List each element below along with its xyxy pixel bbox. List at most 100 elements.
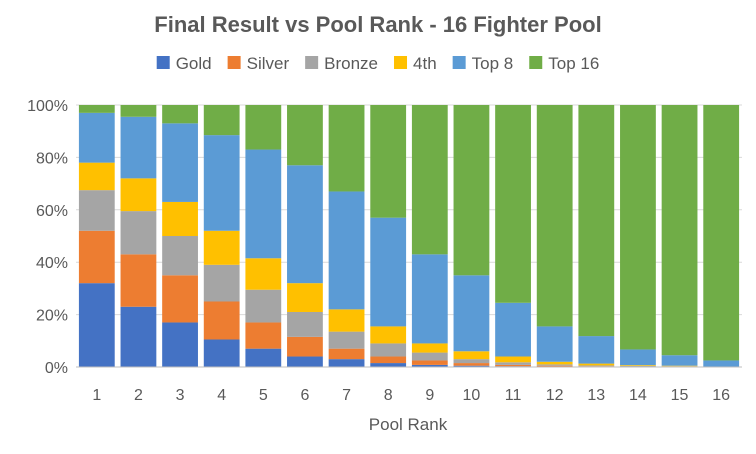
bar-segment-bronze xyxy=(536,364,573,366)
bar-segment-top-16 xyxy=(78,105,115,113)
bar-segment-bronze xyxy=(78,190,115,231)
legend-label: Bronze xyxy=(324,54,378,73)
bar-segment-gold xyxy=(411,364,448,367)
bar-segment-gold xyxy=(162,322,198,367)
x-tick-label: 1 xyxy=(92,387,101,404)
bar-segment-silver xyxy=(536,365,573,367)
bar-segment-4th xyxy=(370,326,407,344)
legend-label: Gold xyxy=(176,54,212,73)
bar-segment-4th xyxy=(536,361,573,365)
x-tick-label: 8 xyxy=(384,387,393,404)
bar-segment-bronze xyxy=(620,365,656,367)
bar-segment-4th xyxy=(328,309,365,332)
x-axis-ticks: 1 2 3 4 5 6 7 8 9 10 11 12 13 14 15 16 xyxy=(92,387,730,404)
bar-segment-4th xyxy=(287,283,323,312)
bar-segment-bronze xyxy=(203,264,240,302)
bar-segment-top-16 xyxy=(245,105,282,150)
bar-segment-bronze xyxy=(245,289,282,323)
x-tick-label: 7 xyxy=(342,387,351,404)
legend-swatch xyxy=(529,56,543,69)
bar-segment-top-8 xyxy=(287,165,323,284)
legend-label: Top 16 xyxy=(548,54,599,73)
legend-swatch xyxy=(452,56,466,69)
legend-swatch xyxy=(227,56,241,69)
bar-segment-bronze xyxy=(453,359,490,364)
bar-segment-4th xyxy=(661,365,698,367)
bar-segment-top-8 xyxy=(370,217,407,327)
bar-segment-top-16 xyxy=(661,105,698,356)
bar-segment-silver xyxy=(245,322,282,349)
bar-segment-silver xyxy=(495,364,531,367)
bar-segment-gold xyxy=(453,365,490,367)
x-tick-label: 6 xyxy=(300,387,309,404)
x-tick-label: 2 xyxy=(134,387,143,404)
y-tick-label: 80% xyxy=(36,150,68,167)
legend-label: 4th xyxy=(413,54,437,73)
bar-segment-top-8 xyxy=(578,336,615,364)
legend: Gold Silver Bronze 4th Top 8 Top 16 xyxy=(156,54,599,73)
x-axis-label: Pool Rank xyxy=(369,415,448,434)
bar-segment-top-8 xyxy=(162,123,198,202)
bar-segment-silver xyxy=(78,230,115,284)
bar-segment-bronze xyxy=(120,211,157,255)
bar-segment-top-16 xyxy=(203,105,240,136)
bar-segment-top-16 xyxy=(162,105,198,124)
bar-segment-top-16 xyxy=(453,105,490,276)
bar-segment-top-16 xyxy=(578,105,615,337)
bar-segment-top-8 xyxy=(245,149,282,259)
bar-segment-top-16 xyxy=(703,105,740,361)
bar-segment-silver xyxy=(328,348,365,360)
legend-item: Bronze xyxy=(305,54,378,73)
bar-segment-4th xyxy=(162,201,198,236)
x-tick-label: 3 xyxy=(176,387,185,404)
legend-item: Top 16 xyxy=(529,54,599,73)
bar-segment-top-8 xyxy=(620,349,656,366)
bar-segment-top-8 xyxy=(536,326,573,362)
bar-segment-bronze xyxy=(495,362,531,365)
bar-segment-top-16 xyxy=(411,105,448,255)
bar-segment-top-8 xyxy=(411,254,448,344)
bar-segment-top-8 xyxy=(78,112,115,163)
bar-segment-top-16 xyxy=(620,105,656,350)
bars xyxy=(78,105,740,367)
bar-segment-bronze xyxy=(411,352,448,361)
chart-title: Final Result vs Pool Rank - 16 Fighter P… xyxy=(154,12,601,37)
bar-segment-top-8 xyxy=(453,275,490,352)
bar-segment-silver xyxy=(162,275,198,323)
bar-segment-gold xyxy=(78,283,115,367)
bar-segment-silver xyxy=(453,363,490,366)
legend-label: Silver xyxy=(247,54,290,73)
bar-segment-silver xyxy=(287,336,323,357)
bar-segment-top-16 xyxy=(120,105,157,117)
bar-segment-silver xyxy=(578,366,615,367)
legend-item: 4th xyxy=(394,54,437,73)
legend-label: Top 8 xyxy=(472,54,514,73)
x-tick-label: 13 xyxy=(587,387,605,404)
legend-swatch xyxy=(394,56,408,69)
bar-segment-top-8 xyxy=(120,116,157,179)
legend-swatch xyxy=(156,56,170,69)
bar-segment-4th xyxy=(411,343,448,353)
x-tick-label: 11 xyxy=(505,387,522,404)
bar-segment-4th xyxy=(245,258,282,290)
bar-segment-gold xyxy=(370,363,407,367)
x-tick-label: 9 xyxy=(425,387,434,404)
bar-segment-silver xyxy=(411,360,448,365)
bar-segment-bronze xyxy=(162,236,198,276)
bar-segment-bronze xyxy=(370,343,407,357)
legend-item: Top 8 xyxy=(452,54,514,73)
x-tick-label: 5 xyxy=(259,387,268,404)
bar-segment-gold xyxy=(328,359,365,367)
y-tick-label: 20% xyxy=(36,308,68,325)
bar-segment-top-8 xyxy=(661,355,698,366)
bar-segment-top-16 xyxy=(536,105,573,327)
x-tick-label: 15 xyxy=(671,387,689,404)
bar-segment-4th xyxy=(495,356,531,363)
bar-segment-top-16 xyxy=(370,105,407,218)
bar-segment-top-8 xyxy=(328,191,365,310)
x-tick-label: 14 xyxy=(629,387,647,404)
x-tick-label: 16 xyxy=(712,387,730,404)
bar-segment-bronze xyxy=(287,311,323,337)
y-tick-label: 60% xyxy=(36,203,68,220)
